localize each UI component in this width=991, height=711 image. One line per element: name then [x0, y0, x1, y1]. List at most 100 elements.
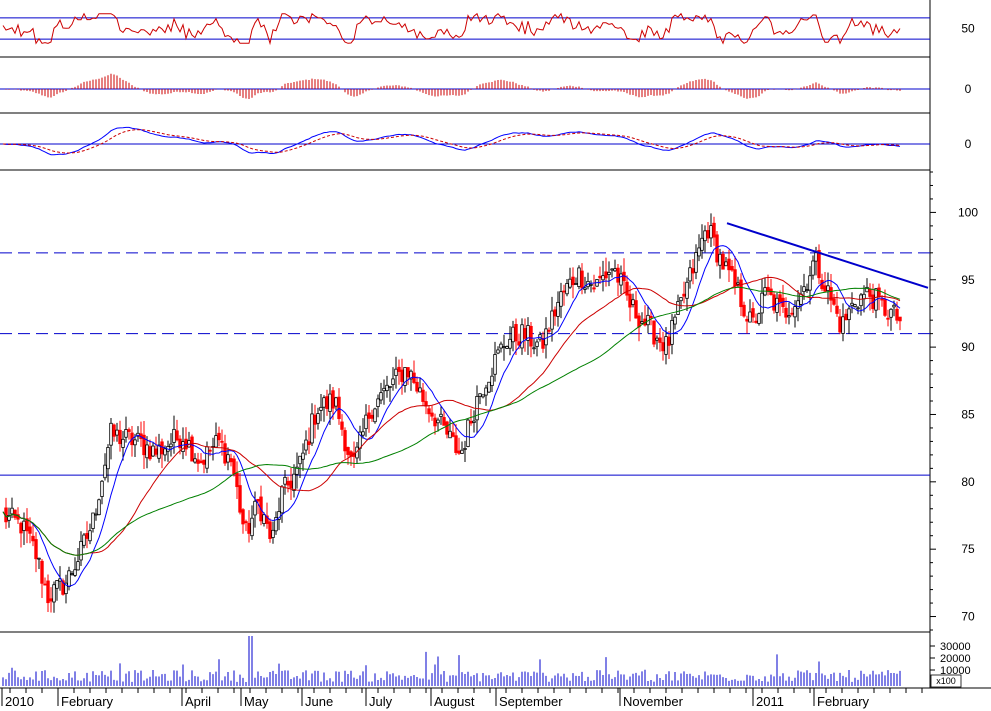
- candle-body: [790, 312, 794, 315]
- candle-body: [334, 397, 338, 407]
- candle-body: [22, 520, 26, 531]
- candle-body: [877, 287, 881, 297]
- candle-body: [451, 432, 455, 437]
- volume-panel: [2, 636, 901, 686]
- candle-body: [556, 301, 560, 317]
- candle-body: [808, 275, 812, 291]
- candle-body: [592, 287, 596, 290]
- candle-body: [661, 342, 665, 352]
- candle-body: [565, 283, 569, 295]
- candle-body: [226, 454, 230, 463]
- candle-body: [829, 287, 833, 301]
- candle-body: [772, 294, 776, 311]
- candle-body: [532, 347, 536, 350]
- candle-body: [784, 307, 788, 318]
- candle-body: [460, 449, 464, 454]
- candle-body: [343, 430, 347, 452]
- candle-body: [172, 428, 176, 443]
- candle-body: [121, 438, 125, 448]
- candle-body: [841, 316, 845, 334]
- candle-body: [34, 539, 38, 560]
- candle-body: [574, 283, 578, 285]
- candle-body: [652, 320, 656, 345]
- price-tick-label: 85: [961, 407, 975, 421]
- candle-body: [748, 311, 752, 323]
- candle-body: [673, 316, 677, 325]
- candle-body: [547, 329, 551, 332]
- candle-body: [388, 385, 392, 388]
- candle-body: [196, 459, 200, 464]
- candle-body: [562, 290, 566, 293]
- candle-body: [400, 369, 404, 382]
- candle-body: [277, 511, 281, 520]
- resistance-trendline: [726, 222, 929, 289]
- candle-body: [559, 291, 563, 307]
- candle-body: [718, 253, 722, 266]
- candle-body: [244, 521, 248, 524]
- candle-body: [760, 292, 764, 314]
- candle-body: [703, 230, 707, 242]
- candle-body: [853, 304, 857, 308]
- moving-average-slow: [2, 286, 901, 556]
- candle-body: [64, 582, 68, 595]
- candle-body: [325, 396, 329, 409]
- candle-body: [796, 300, 800, 309]
- candle-body: [811, 260, 815, 276]
- price-tick-label: 90: [961, 340, 975, 354]
- candle-body: [253, 500, 257, 516]
- candle-body: [331, 390, 335, 409]
- candle-body: [886, 317, 890, 320]
- candle-body: [289, 480, 293, 489]
- candle-body: [19, 522, 23, 534]
- x-tick-label: September: [499, 694, 563, 709]
- candle-body: [100, 480, 104, 497]
- candle-body: [298, 455, 302, 465]
- candle-body: [826, 285, 830, 292]
- candle-body: [502, 346, 506, 348]
- candle-body: [631, 299, 635, 306]
- candle-body: [433, 417, 437, 427]
- candle-body: [856, 307, 860, 310]
- candle-body: [493, 354, 497, 375]
- candle-body: [202, 459, 206, 465]
- candle-body: [685, 281, 689, 299]
- volume-tick-label: 10000: [940, 665, 971, 677]
- candle-body: [367, 412, 371, 419]
- volume-unit-label: x100: [936, 676, 956, 686]
- candle-body: [376, 398, 380, 407]
- candle-body: [628, 293, 632, 308]
- volume-tick-label: 20000: [940, 653, 971, 665]
- candle-body: [529, 325, 533, 347]
- x-tick-label: February: [61, 694, 114, 709]
- candle-body: [880, 298, 884, 301]
- candle-body: [73, 569, 77, 576]
- candle-body: [544, 328, 548, 346]
- candle-body: [865, 286, 869, 293]
- candle-body: [322, 397, 326, 408]
- candle-body: [625, 281, 629, 296]
- candle-body: [844, 313, 848, 321]
- candle-body: [256, 498, 260, 502]
- candle-body: [310, 413, 314, 444]
- candle-body: [175, 430, 179, 441]
- x-tick-label: June: [305, 694, 333, 709]
- candle-body: [55, 580, 59, 589]
- moving-average-fast: [2, 245, 901, 587]
- volume-tick-label: 30000: [940, 641, 971, 653]
- candle-body: [655, 337, 659, 341]
- candle-body: [523, 328, 527, 339]
- candle-body: [214, 435, 218, 448]
- candle-body: [421, 389, 425, 402]
- candle-body: [274, 517, 278, 532]
- candle-body: [25, 518, 29, 532]
- candle-body: [31, 535, 35, 542]
- candle-body: [247, 522, 251, 534]
- candle-body: [178, 438, 182, 449]
- candle-body: [238, 485, 242, 513]
- candle-body: [850, 302, 854, 306]
- candle-body: [835, 305, 839, 314]
- candle-body: [526, 325, 530, 341]
- candle-body: [766, 286, 770, 292]
- candle-body: [541, 338, 545, 349]
